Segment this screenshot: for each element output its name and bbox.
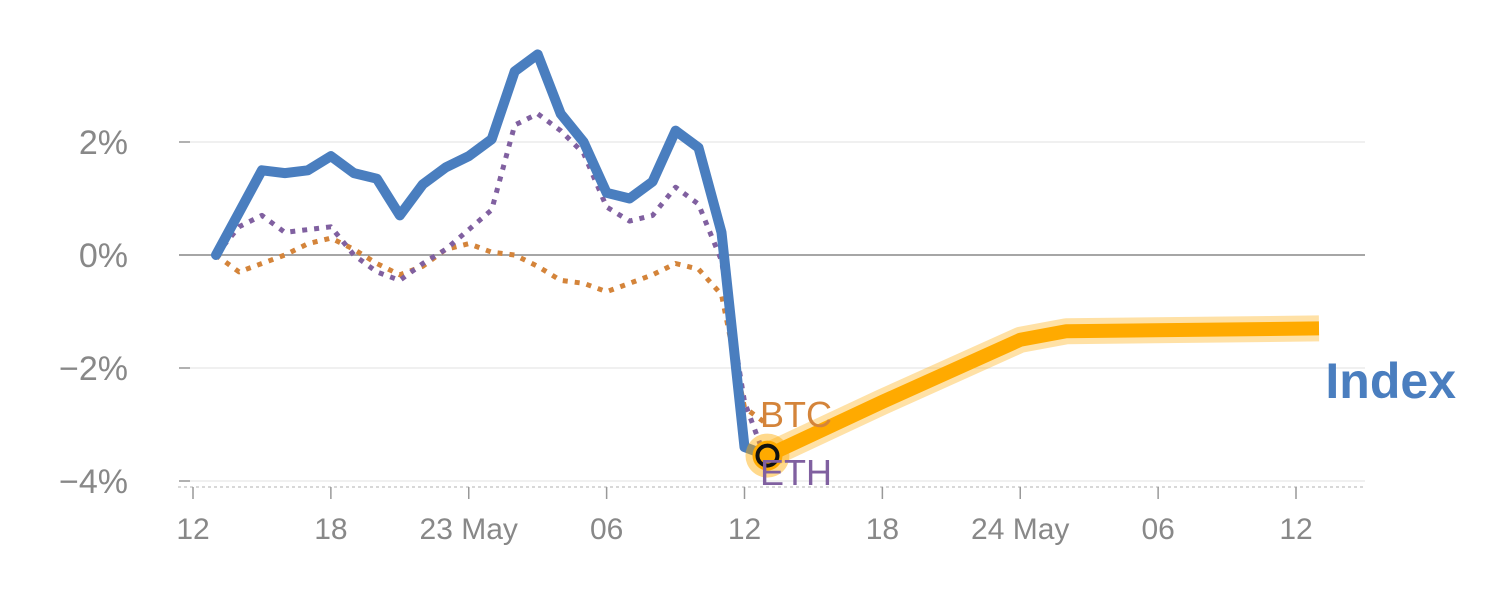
- series-band-index-forecast: [761, 315, 1320, 468]
- x-tick-label-2: 23 May: [420, 513, 518, 546]
- x-tick-label-6: 24 May: [971, 513, 1069, 546]
- series-lines: [211, 49, 1320, 468]
- series-line-index: [211, 49, 773, 461]
- x-tick-label-0: 12: [176, 513, 209, 546]
- x-tick-label-8: 12: [1279, 513, 1312, 546]
- y-tick-label-0: 2%: [79, 124, 128, 162]
- x-axis: 12 18 23 May 06 12 18 24 May 06 12: [176, 486, 1365, 546]
- series-label-index: Index: [1325, 353, 1456, 409]
- series-label-eth: ETH: [760, 452, 832, 493]
- series-label-btc: BTC: [760, 394, 832, 435]
- x-tick-label-4: 12: [728, 513, 761, 546]
- x-tick-label-5: 18: [866, 513, 899, 546]
- series-line-btc: [214, 235, 769, 427]
- y-tick-label-1: 0%: [79, 237, 128, 275]
- current-point-marker: [745, 433, 790, 478]
- y-axis: 2% 0% −2% −4%: [59, 124, 190, 501]
- x-tick-label-1: 18: [314, 513, 347, 546]
- series-line-index-forecast: [764, 321, 1320, 462]
- series-line-eth: [214, 111, 770, 465]
- marker-ring: [755, 443, 780, 468]
- y-tick-label-2: −2%: [59, 350, 128, 388]
- x-tick-label-7: 06: [1141, 513, 1174, 546]
- gridlines: [179, 141, 1365, 482]
- y-tick-label-3: −4%: [59, 463, 128, 501]
- x-tick-label-3: 06: [590, 513, 623, 546]
